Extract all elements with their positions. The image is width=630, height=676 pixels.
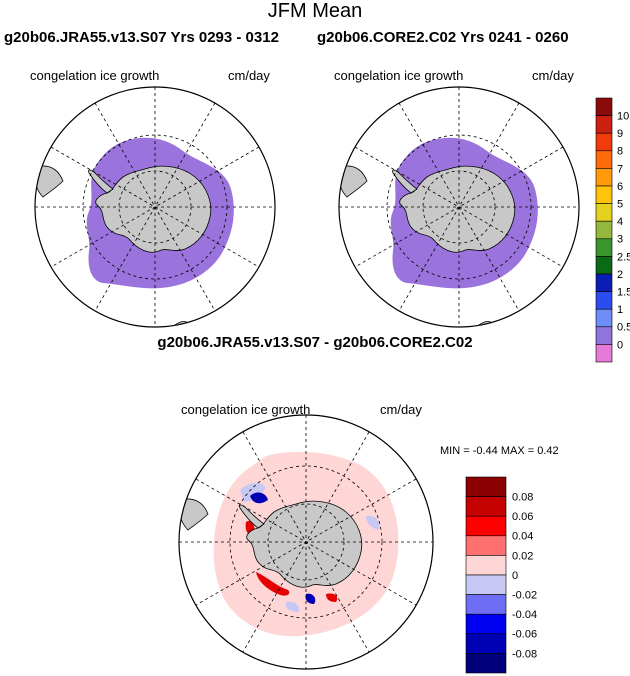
panel-2-units: cm/day (532, 68, 574, 83)
panel-1-south-america (35, 165, 64, 198)
colorbar-diff-swatch (465, 653, 507, 674)
colorbar-top-swatch (595, 273, 613, 292)
colorbar-diff-swatch (465, 515, 507, 537)
colorbar-diff-swatch (465, 496, 507, 517)
colorbar-top-swatch (595, 326, 613, 345)
panel-1-variable: congelation ice growth (30, 68, 160, 83)
colorbar-diff-label: -0.08 (512, 648, 537, 660)
colorbar-top-label: 2 (617, 269, 623, 281)
colorbar-top-label: 1.5 (617, 286, 630, 298)
colorbar-top-label: 1 (617, 304, 623, 316)
colorbar-diff-label: 0.02 (512, 550, 533, 562)
colorbar-top-swatch (595, 256, 613, 275)
diff-variable: congelation ice growth (181, 402, 311, 417)
colorbar-top-label: 3 (617, 234, 623, 246)
panel-2-variable: congelation ice growth (334, 68, 464, 83)
colorbar-diff-label: 0.06 (512, 511, 533, 523)
panel-1-map (34, 86, 276, 328)
colorbar-diff: 0.08 0.06 0.04 0.02 0 -0.02 -0.04 -0.06 -0.08 (465, 476, 537, 674)
colorbar-top-label: 5 (617, 198, 623, 210)
colorbar-top: 10 9 8 7 6 5 4 3 2.5 2 1.5 1 0.5 0 (595, 97, 630, 363)
colorbar-top-label: 9 (617, 128, 623, 140)
figure-title: JFM Mean (267, 0, 363, 22)
panel-2-south-america (339, 165, 368, 198)
diff-map (178, 414, 434, 670)
colorbar-top-swatch (595, 220, 613, 240)
colorbar-top-swatch (595, 150, 613, 169)
colorbar-top-swatch (595, 168, 613, 187)
colorbar-diff-swatch (465, 535, 507, 556)
colorbar-diff-swatch (465, 594, 507, 615)
colorbar-diff-label: 0 (512, 570, 518, 582)
colorbar-diff-label: -0.06 (512, 629, 537, 641)
colorbar-diff-swatch (465, 633, 507, 654)
colorbar-diff-label: 0.04 (512, 531, 533, 543)
colorbar-top-label: 8 (617, 146, 623, 158)
colorbar-diff-label: -0.04 (512, 609, 537, 621)
diff-panel-title: g20b06.JRA55.v13.S07 - g20b06.CORE2.C02 (157, 334, 473, 351)
colorbar-top-swatch (595, 308, 613, 328)
diff-minmax: MIN = -0.44 MAX = 0.42 (440, 445, 559, 457)
colorbar-diff-swatch (465, 613, 507, 635)
colorbar-top-label: 7 (617, 163, 623, 175)
colorbar-top-swatch (595, 238, 613, 257)
colorbar-top-swatch (595, 291, 613, 310)
diff-positive-strong (245, 520, 338, 602)
colorbar-top-label: 0.5 (617, 322, 630, 334)
colorbar-top-label: 2.5 (617, 251, 630, 263)
panel-1-units: cm/day (228, 68, 270, 83)
colorbar-top-label: 10 (617, 110, 629, 122)
colorbar-top-swatch (595, 203, 613, 222)
colorbar-diff-swatch (465, 476, 507, 497)
colorbar-diff-swatch (465, 555, 507, 576)
colorbar-top-swatch (595, 132, 613, 152)
panel-2-title: g20b06.CORE2.C02 Yrs 0241 - 0260 (317, 29, 569, 46)
colorbar-diff-label: 0.08 (512, 491, 533, 503)
colorbar-top-swatch (595, 97, 613, 116)
colorbar-top-swatch (595, 185, 613, 204)
panel-2-map (338, 86, 580, 328)
colorbar-diff-label: -0.02 (512, 589, 537, 601)
colorbar-top-label: 6 (617, 181, 623, 193)
diff-units: cm/day (380, 402, 422, 417)
colorbar-top-swatch (595, 344, 613, 363)
panel-1-title: g20b06.JRA55.v13.S07 Yrs 0293 - 0312 (4, 29, 279, 46)
colorbar-top-swatch (595, 115, 613, 134)
colorbar-diff-swatch (465, 574, 507, 595)
colorbar-top-label: 0 (617, 339, 623, 351)
colorbar-top-label: 4 (617, 216, 623, 228)
